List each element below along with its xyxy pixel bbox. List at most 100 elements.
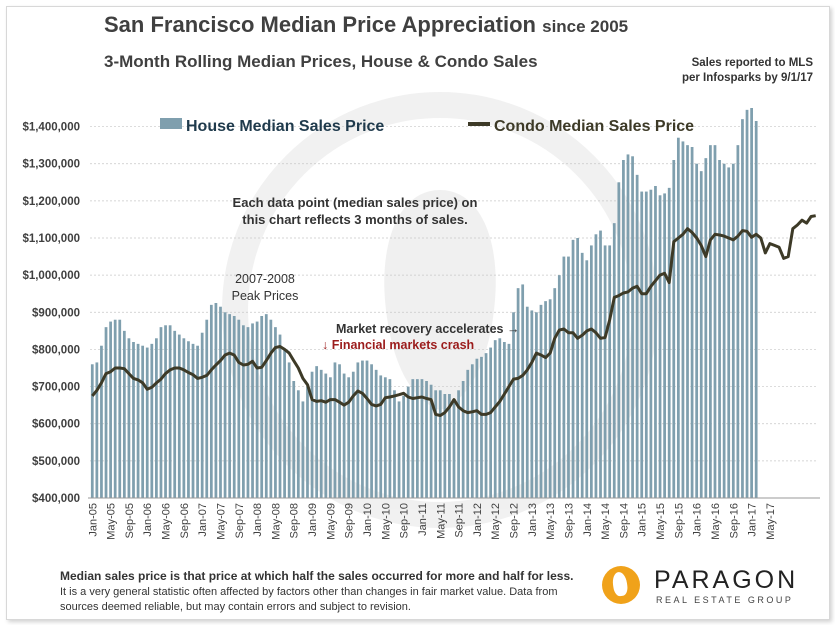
house-bar [315, 366, 319, 498]
x-tick-label: Jan-05 [87, 503, 99, 537]
house-bar [429, 384, 433, 498]
house-bar [658, 195, 662, 499]
house-bar [457, 390, 460, 498]
x-tick-label: Jan-10 [362, 503, 374, 537]
house-bar [269, 319, 273, 498]
house-bar [434, 390, 438, 498]
house-bar [301, 401, 305, 498]
legend-house-label: House Median Sales Price [186, 118, 384, 135]
house-bar [704, 158, 708, 498]
house-bar [544, 301, 547, 498]
house-bar [635, 174, 639, 498]
house-bar [388, 379, 392, 498]
x-tick-label: Sep-15 [673, 503, 685, 538]
house-bar [530, 310, 534, 498]
house-bar [686, 145, 689, 498]
condo-line [91, 214, 816, 417]
house-bar [448, 394, 451, 498]
house-bar [347, 377, 351, 498]
house-bar [727, 167, 731, 498]
house-bar [415, 379, 419, 498]
x-tick-label: May-17 [765, 503, 777, 540]
house-bar [278, 334, 282, 498]
house-bar [502, 342, 506, 498]
house-bar [370, 364, 373, 498]
house-bar [548, 299, 552, 498]
house-bar [622, 160, 625, 498]
footer-note: Median sales price is that price at whic… [60, 569, 580, 615]
y-tick-label: $1,300,000 [22, 159, 80, 171]
house-bar [713, 145, 717, 498]
house-bar [187, 341, 190, 498]
house-bar [750, 108, 753, 498]
house-bar [356, 362, 360, 498]
legend-condo-label: Condo Median Sales Price [494, 118, 694, 135]
note-line-1: Each data point (median sales price) on [233, 195, 478, 210]
house-bar [310, 371, 314, 498]
house-bar [274, 327, 277, 498]
house-bar [159, 327, 163, 498]
house-bar [489, 347, 493, 498]
note-line-2: this chart reflects 3 months of sales. [242, 212, 467, 227]
x-tick-label: Jan-11 [417, 503, 429, 536]
house-bar [420, 379, 424, 498]
x-tick-label: May-12 [490, 503, 502, 540]
house-bar [196, 345, 199, 498]
y-tick-label: $800,000 [32, 344, 80, 356]
house-bar [709, 145, 712, 498]
y-tick-label: $500,000 [32, 456, 80, 468]
x-tick-label: May-06 [161, 503, 173, 540]
house-bar [209, 304, 213, 498]
house-bar [470, 364, 474, 498]
house-bars [90, 108, 758, 499]
house-bar [155, 338, 158, 498]
house-bar [200, 332, 204, 498]
house-bar [594, 234, 598, 499]
house-bar [690, 147, 694, 498]
house-bar [612, 223, 616, 498]
house-bar [539, 304, 543, 498]
house-bar [681, 141, 685, 498]
house-bar [136, 343, 140, 498]
y-tick-label: $700,000 [32, 382, 80, 394]
house-bar [150, 343, 154, 498]
house-bar [397, 401, 401, 498]
x-tick-label: May-10 [380, 503, 392, 540]
house-bar [177, 334, 181, 498]
house-bar [406, 386, 410, 498]
house-bar [296, 390, 300, 498]
house-bar [246, 327, 250, 498]
house-bar [374, 369, 378, 498]
house-bar [663, 193, 666, 498]
house-bar [553, 288, 557, 498]
house-bar [516, 288, 520, 498]
house-bar [90, 364, 94, 498]
x-tick-label: Sep-16 [728, 503, 740, 538]
house-bar [745, 109, 749, 498]
house-bar [191, 343, 195, 498]
house-bar [731, 163, 735, 498]
peak-label-line-1: 2007-2008 [235, 272, 295, 286]
logo-tagline: REAL ESTATE GROUP [656, 595, 794, 605]
x-tick-label: Jan-17 [747, 503, 759, 537]
house-bar [122, 330, 126, 498]
peak-label-line-2: Peak Prices [232, 289, 299, 303]
house-bar [319, 369, 323, 498]
house-bar [411, 379, 415, 498]
house-bar [741, 119, 744, 499]
house-bar [722, 163, 726, 498]
y-tick-label: $1,000,000 [22, 270, 80, 282]
y-tick-label: $1,200,000 [22, 196, 80, 208]
x-tick-label: Jan-09 [307, 503, 319, 537]
house-bar [718, 160, 721, 498]
house-bar [379, 375, 383, 498]
house-bar [644, 191, 648, 499]
house-bar [95, 362, 99, 498]
house-bar [736, 145, 740, 498]
y-tick-label: $600,000 [32, 419, 80, 431]
title-main: San Francisco Median Price Appreciation [104, 12, 536, 37]
house-bar [654, 186, 657, 498]
x-tick-label: Jan-16 [692, 503, 704, 537]
house-bar [603, 245, 607, 498]
source-note: Sales reported to MLS per Infosparks by … [623, 56, 813, 86]
